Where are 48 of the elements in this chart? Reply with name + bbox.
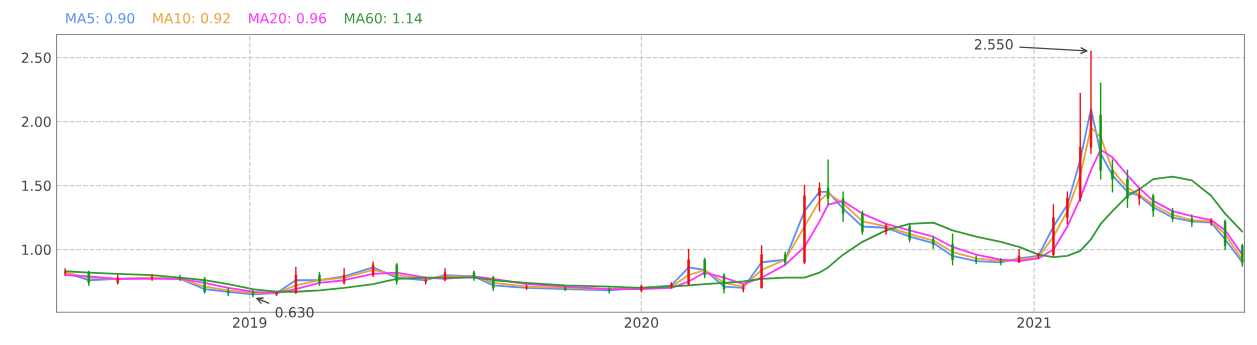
candlestick <box>908 223 911 243</box>
candlestick <box>1052 204 1055 257</box>
annotation: 0.630 <box>275 307 314 318</box>
candlestick <box>1099 82 1102 180</box>
candlestick <box>951 233 954 266</box>
line-series <box>64 175 1244 293</box>
candlestick <box>670 282 673 289</box>
candlestick <box>861 210 864 235</box>
candlestick <box>818 182 821 212</box>
candlestick <box>1126 169 1129 208</box>
text: MA60: 1.14 <box>344 12 422 24</box>
candlestick <box>275 291 278 297</box>
text: MA10: 0.92 <box>153 12 230 24</box>
candlestick <box>841 191 845 223</box>
x-tick-label: 2021 <box>1017 317 1051 328</box>
y-tick-label: 2.50 <box>21 52 51 64</box>
x-tick-label: 2020 <box>624 317 659 328</box>
candlestick <box>395 262 398 285</box>
candlestick <box>803 184 806 265</box>
candlestick <box>1190 214 1194 228</box>
candlestick <box>1066 191 1069 225</box>
candlestick <box>1152 193 1155 217</box>
candlestick <box>294 266 298 294</box>
y-tick-label: 1.50 <box>22 180 51 191</box>
candlestick <box>640 284 643 293</box>
text: MA5: 0.90 <box>66 12 135 24</box>
candlestick <box>974 255 978 265</box>
candlestick <box>826 159 830 206</box>
candlestick <box>1241 243 1244 267</box>
y-tick-label: 2.00 <box>21 116 51 127</box>
candlestick <box>1037 252 1040 260</box>
candlestick <box>760 244 763 289</box>
annotation: 2.550 <box>974 39 1013 50</box>
candlestick <box>607 287 611 294</box>
x-tick-label: 2019 <box>233 317 267 328</box>
y-tick-label: 1.00 <box>22 244 51 255</box>
candlestick <box>63 268 67 276</box>
candlestick <box>1111 159 1114 193</box>
candlestick <box>1209 218 1213 226</box>
candlestick <box>1171 207 1174 223</box>
candlestick <box>525 284 528 290</box>
candlestick <box>722 273 726 294</box>
candlestick <box>687 248 690 287</box>
candlestick <box>150 274 154 281</box>
candlestick <box>703 257 706 279</box>
candlestick <box>318 271 321 287</box>
candlestick <box>203 276 206 294</box>
text: MA20: 0.96 <box>249 12 327 24</box>
